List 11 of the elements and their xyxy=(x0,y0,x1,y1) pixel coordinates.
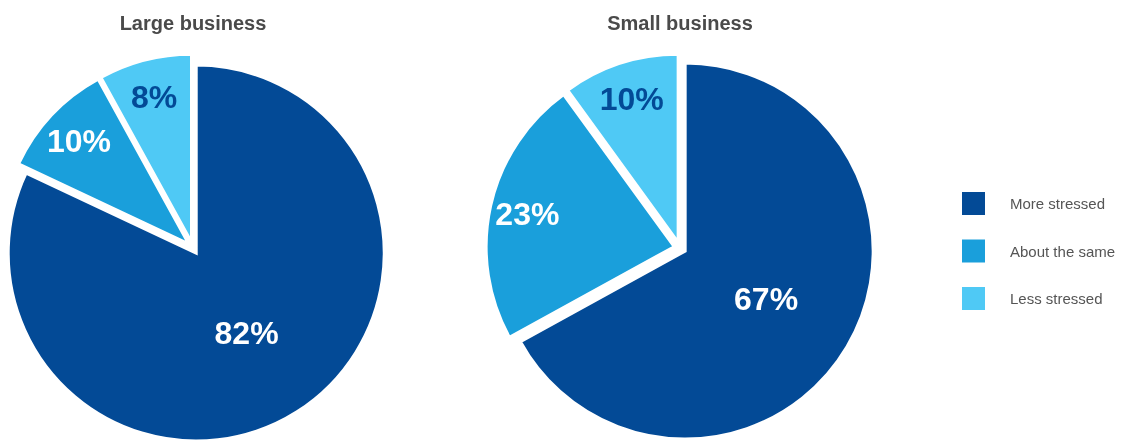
data-label: 10% xyxy=(46,123,112,160)
data-label: 67% xyxy=(734,281,799,318)
chart-title: Large business xyxy=(119,12,267,34)
legend-label: Less stressed xyxy=(1010,290,1103,308)
chart-title: Small business xyxy=(607,12,753,34)
data-label: 8% xyxy=(130,78,178,115)
legend-label: More stressed xyxy=(1010,195,1106,213)
legend-label: About the same xyxy=(1010,242,1116,260)
data-label: 23% xyxy=(495,196,560,233)
data-label: 10% xyxy=(599,81,664,118)
data-label: 82% xyxy=(214,314,279,351)
